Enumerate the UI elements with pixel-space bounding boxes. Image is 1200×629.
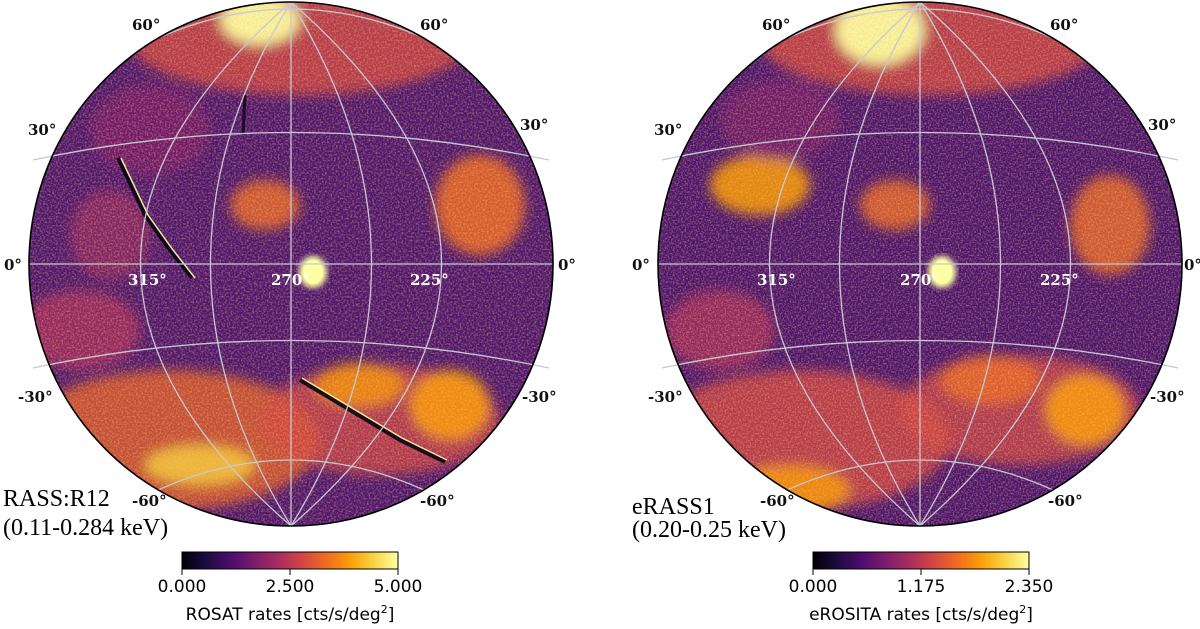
lat-label-30-right: 30°	[520, 116, 548, 134]
lon-label-315: 315°	[757, 271, 796, 289]
lon-label-225: 225°	[410, 271, 449, 289]
rass-panel: 60° 60° 30° 30° 0° 0° -30° -30° -60° -60…	[3, 1, 576, 625]
lat-label-0-right: 0°	[1184, 256, 1200, 274]
rass-tick-mid: 2.500	[266, 577, 315, 597]
rass-sky-map	[29, 2, 553, 526]
lon-label-270: 270°	[900, 271, 939, 289]
erass-colorbar-label: eROSITA rates [cts/s/deg2]	[809, 603, 1033, 625]
erass-tick-max: 2.350	[1005, 577, 1054, 597]
rass-title: RASS:R12	[3, 486, 110, 512]
lat-label-60-left: 60°	[762, 16, 790, 34]
erass-tick-min: 0.000	[789, 577, 838, 597]
rass-coordinate-grid	[29, 1, 553, 527]
rass-tick-max: 5.000	[374, 577, 423, 597]
rass-colorbar-label: ROSAT rates [cts/s/deg2]	[186, 603, 395, 625]
lon-label-315: 315°	[128, 271, 167, 289]
lat-label-m60-left: -60°	[132, 492, 167, 510]
erass-title: eRASS1	[632, 494, 715, 520]
erass-energy-band: (0.20-0.25 keV)	[632, 517, 786, 543]
rass-colorbar	[181, 551, 399, 570]
lat-label-0-right: 0°	[558, 256, 576, 274]
rass-energy-band: (0.11-0.284 keV)	[3, 515, 168, 541]
erass-coordinate-grid	[658, 1, 1182, 527]
rass-tick-min: 0.000	[158, 577, 207, 597]
lat-label-0-left: 0°	[632, 256, 650, 274]
erass-tick-mid: 1.175	[897, 577, 946, 597]
lat-label-30-left: 30°	[28, 121, 56, 139]
lat-label-m60-right: -60°	[1048, 492, 1083, 510]
rass-map-boundary	[28, 1, 554, 527]
lat-label-m30-left: -30°	[18, 388, 53, 406]
lat-label-m30-right: -30°	[1150, 388, 1185, 406]
erass-panel: 60° 60° 30° 30° 0° 0° -30° -30° -60° -60…	[632, 1, 1200, 625]
lat-label-m60-right: -60°	[420, 492, 455, 510]
lat-label-60-right: 60°	[1050, 16, 1078, 34]
lon-label-270: 270°	[271, 271, 310, 289]
erass-sky-map	[658, 2, 1182, 526]
erass-colorbar	[812, 551, 1030, 570]
lat-label-60-left: 60°	[132, 16, 160, 34]
lat-label-60-right: 60°	[420, 16, 448, 34]
lat-label-30-left: 30°	[654, 121, 682, 139]
lat-label-0-left: 0°	[4, 256, 22, 274]
lat-label-30-right: 30°	[1148, 116, 1176, 134]
lat-label-m60-left: -60°	[760, 492, 795, 510]
lon-label-225: 225°	[1040, 271, 1079, 289]
lat-label-m30-left: -30°	[648, 388, 683, 406]
erass-map-boundary	[657, 1, 1183, 527]
lat-label-m30-right: -30°	[522, 388, 557, 406]
